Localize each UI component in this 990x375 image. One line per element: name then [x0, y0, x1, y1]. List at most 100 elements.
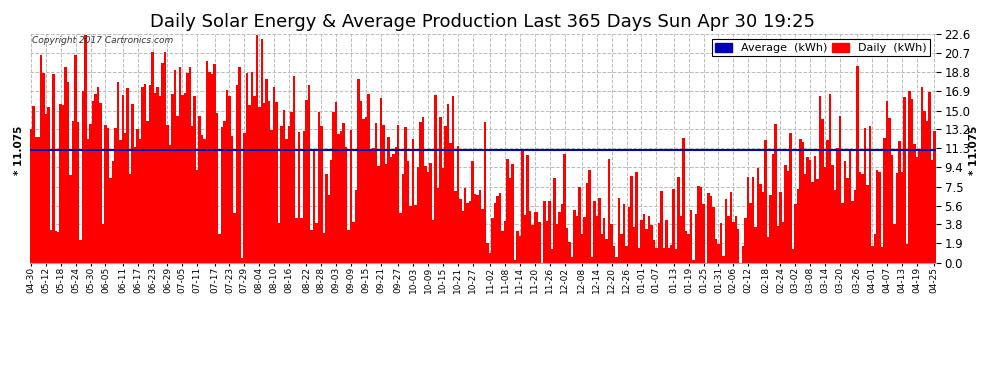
Bar	[377, 166, 379, 262]
Bar	[534, 212, 536, 262]
Bar	[544, 201, 545, 262]
Bar	[856, 66, 858, 262]
Bar	[560, 204, 563, 262]
Bar	[241, 258, 244, 262]
Bar	[263, 103, 265, 262]
Bar	[333, 112, 335, 262]
Bar	[660, 191, 662, 262]
Bar	[677, 177, 680, 262]
Bar	[866, 185, 868, 262]
Bar	[680, 216, 682, 262]
Bar	[481, 209, 484, 262]
Bar	[842, 202, 843, 262]
Bar	[744, 218, 746, 262]
Bar	[851, 201, 853, 262]
Bar	[494, 203, 496, 262]
Bar	[89, 124, 92, 262]
Bar	[367, 94, 369, 262]
Bar	[186, 73, 188, 262]
Bar	[772, 154, 774, 262]
Bar	[548, 201, 550, 262]
Bar	[638, 248, 641, 262]
Bar	[479, 190, 481, 262]
Bar	[720, 223, 722, 262]
Bar	[608, 159, 611, 262]
Bar	[147, 120, 148, 262]
Bar	[931, 160, 933, 262]
Bar	[64, 68, 67, 262]
Bar	[662, 248, 665, 262]
Bar	[633, 227, 636, 262]
Bar	[636, 172, 638, 262]
Bar	[369, 151, 372, 262]
Bar	[347, 230, 349, 262]
Bar	[846, 178, 848, 262]
Bar	[283, 110, 285, 262]
Bar	[451, 96, 454, 262]
Bar	[407, 161, 410, 262]
Bar	[692, 260, 695, 262]
Bar	[504, 220, 506, 262]
Bar	[432, 220, 435, 262]
Bar	[102, 224, 104, 262]
Bar	[794, 204, 797, 262]
Bar	[295, 217, 298, 262]
Bar	[181, 95, 183, 262]
Bar	[888, 118, 891, 262]
Bar	[343, 123, 345, 262]
Bar	[226, 90, 229, 262]
Bar	[843, 160, 846, 262]
Bar	[109, 178, 112, 262]
Bar	[742, 246, 744, 262]
Bar	[335, 102, 338, 262]
Bar	[82, 92, 84, 262]
Bar	[124, 133, 127, 262]
Bar	[746, 177, 749, 262]
Bar	[670, 245, 672, 262]
Bar	[117, 82, 119, 262]
Bar	[471, 161, 474, 262]
Bar	[819, 96, 822, 262]
Bar	[415, 205, 417, 262]
Bar	[536, 212, 539, 262]
Bar	[52, 75, 54, 262]
Bar	[308, 86, 310, 262]
Bar	[112, 161, 114, 262]
Bar	[501, 231, 504, 262]
Bar	[62, 105, 64, 262]
Bar	[382, 125, 384, 262]
Bar	[737, 229, 740, 262]
Bar	[516, 231, 519, 262]
Bar	[613, 246, 616, 262]
Bar	[104, 125, 107, 262]
Bar	[137, 129, 139, 262]
Bar	[784, 165, 787, 262]
Bar	[769, 195, 772, 262]
Bar	[203, 139, 206, 262]
Bar	[315, 223, 318, 262]
Bar	[166, 125, 168, 262]
Bar	[372, 148, 374, 262]
Bar	[799, 139, 802, 262]
Bar	[67, 82, 69, 262]
Bar	[779, 192, 782, 262]
Bar	[211, 74, 214, 262]
Bar	[193, 96, 196, 262]
Bar	[553, 178, 555, 262]
Bar	[568, 242, 570, 262]
Bar	[871, 246, 873, 262]
Bar	[188, 67, 191, 262]
Bar	[435, 94, 437, 262]
Bar	[901, 172, 903, 262]
Bar	[764, 140, 767, 262]
Bar	[573, 210, 576, 262]
Bar	[598, 198, 601, 262]
Bar	[30, 129, 33, 262]
Bar	[437, 188, 440, 262]
Bar	[730, 192, 732, 262]
Bar	[531, 225, 534, 262]
Bar	[323, 233, 325, 262]
Bar	[702, 204, 705, 262]
Bar	[807, 157, 809, 262]
Bar	[198, 116, 201, 262]
